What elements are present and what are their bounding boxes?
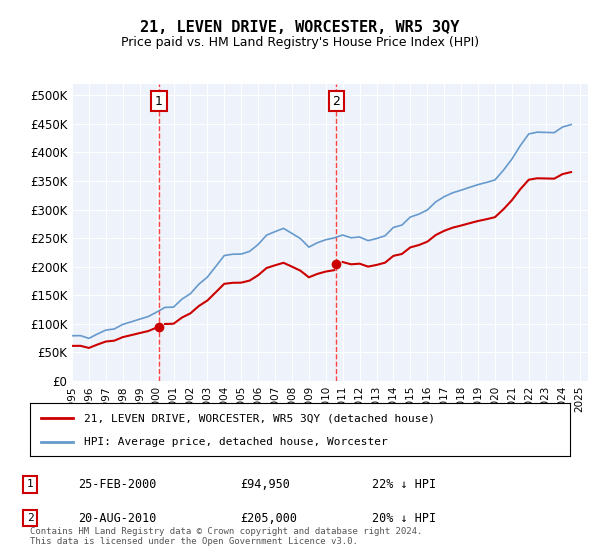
Text: Price paid vs. HM Land Registry's House Price Index (HPI): Price paid vs. HM Land Registry's House … — [121, 36, 479, 49]
Text: £205,000: £205,000 — [240, 511, 297, 525]
Text: 20-AUG-2010: 20-AUG-2010 — [78, 511, 157, 525]
Text: 2: 2 — [332, 95, 340, 108]
Text: Contains HM Land Registry data © Crown copyright and database right 2024.
This d: Contains HM Land Registry data © Crown c… — [30, 526, 422, 546]
Text: 22% ↓ HPI: 22% ↓ HPI — [372, 478, 436, 491]
Text: 2: 2 — [26, 513, 34, 523]
Text: 21, LEVEN DRIVE, WORCESTER, WR5 3QY (detached house): 21, LEVEN DRIVE, WORCESTER, WR5 3QY (det… — [84, 413, 435, 423]
Text: 1: 1 — [26, 479, 34, 489]
Text: 21, LEVEN DRIVE, WORCESTER, WR5 3QY: 21, LEVEN DRIVE, WORCESTER, WR5 3QY — [140, 20, 460, 35]
Text: 20% ↓ HPI: 20% ↓ HPI — [372, 511, 436, 525]
Text: HPI: Average price, detached house, Worcester: HPI: Average price, detached house, Worc… — [84, 436, 388, 446]
Text: £94,950: £94,950 — [240, 478, 290, 491]
Text: 25-FEB-2000: 25-FEB-2000 — [78, 478, 157, 491]
Text: 1: 1 — [155, 95, 163, 108]
